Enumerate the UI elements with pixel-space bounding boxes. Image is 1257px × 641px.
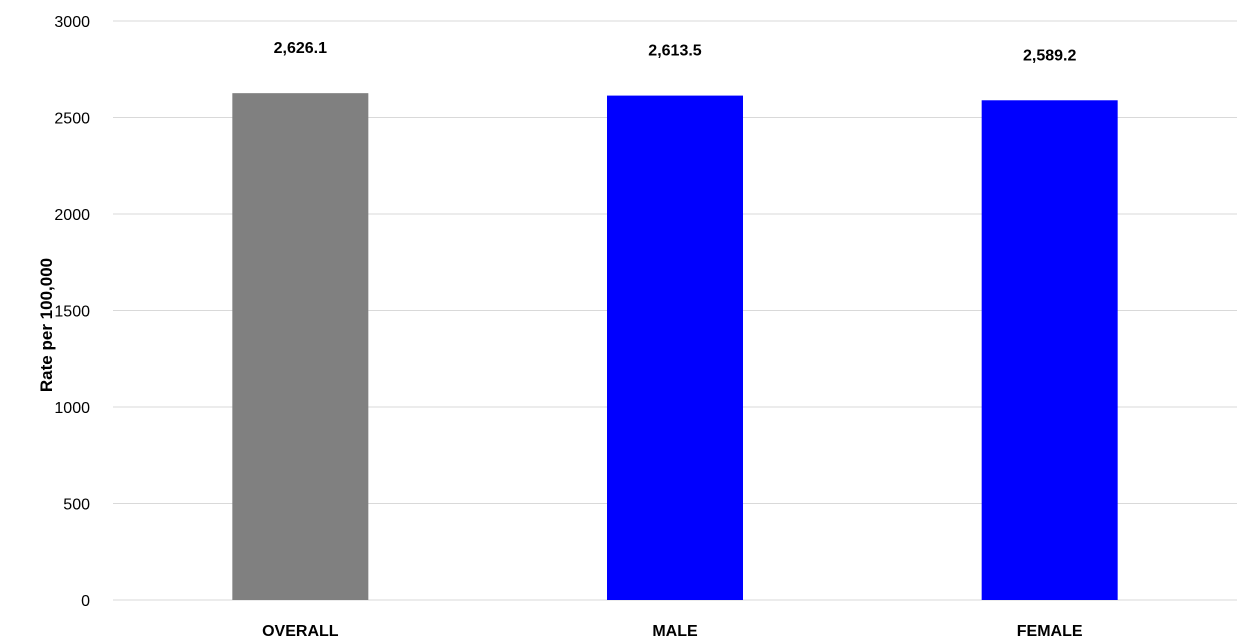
- y-tick-label-0: 0: [81, 593, 90, 610]
- y-axis-tick-labels: 0 500 1000 1500 2000 2500 3000: [54, 14, 90, 610]
- bar-overall: [232, 93, 369, 601]
- category-label-male: MALE: [652, 623, 698, 640]
- y-tick-label-2: 1000: [54, 400, 90, 417]
- data-label-male: 2,613.5: [648, 43, 701, 60]
- y-tick-label-4: 2000: [54, 207, 90, 224]
- data-label-female: 2,589.2: [1023, 47, 1076, 64]
- category-label-overall: OVERALL: [262, 623, 339, 640]
- data-labels: 2,626.1 2,613.5 2,589.2: [274, 40, 1077, 64]
- category-labels: OVERALL MALE FEMALE: [262, 623, 1083, 640]
- bar-female: [981, 100, 1118, 601]
- y-tick-label-6: 3000: [54, 14, 90, 31]
- y-tick-label-1: 500: [63, 497, 90, 514]
- category-label-female: FEMALE: [1017, 623, 1083, 640]
- bars: [232, 93, 1118, 601]
- y-axis-title: Rate per 100,000: [37, 258, 56, 392]
- y-tick-label-3: 1500: [54, 304, 90, 321]
- y-tick-label-5: 2500: [54, 111, 90, 128]
- data-label-overall: 2,626.1: [274, 40, 327, 57]
- bar-male: [607, 95, 743, 601]
